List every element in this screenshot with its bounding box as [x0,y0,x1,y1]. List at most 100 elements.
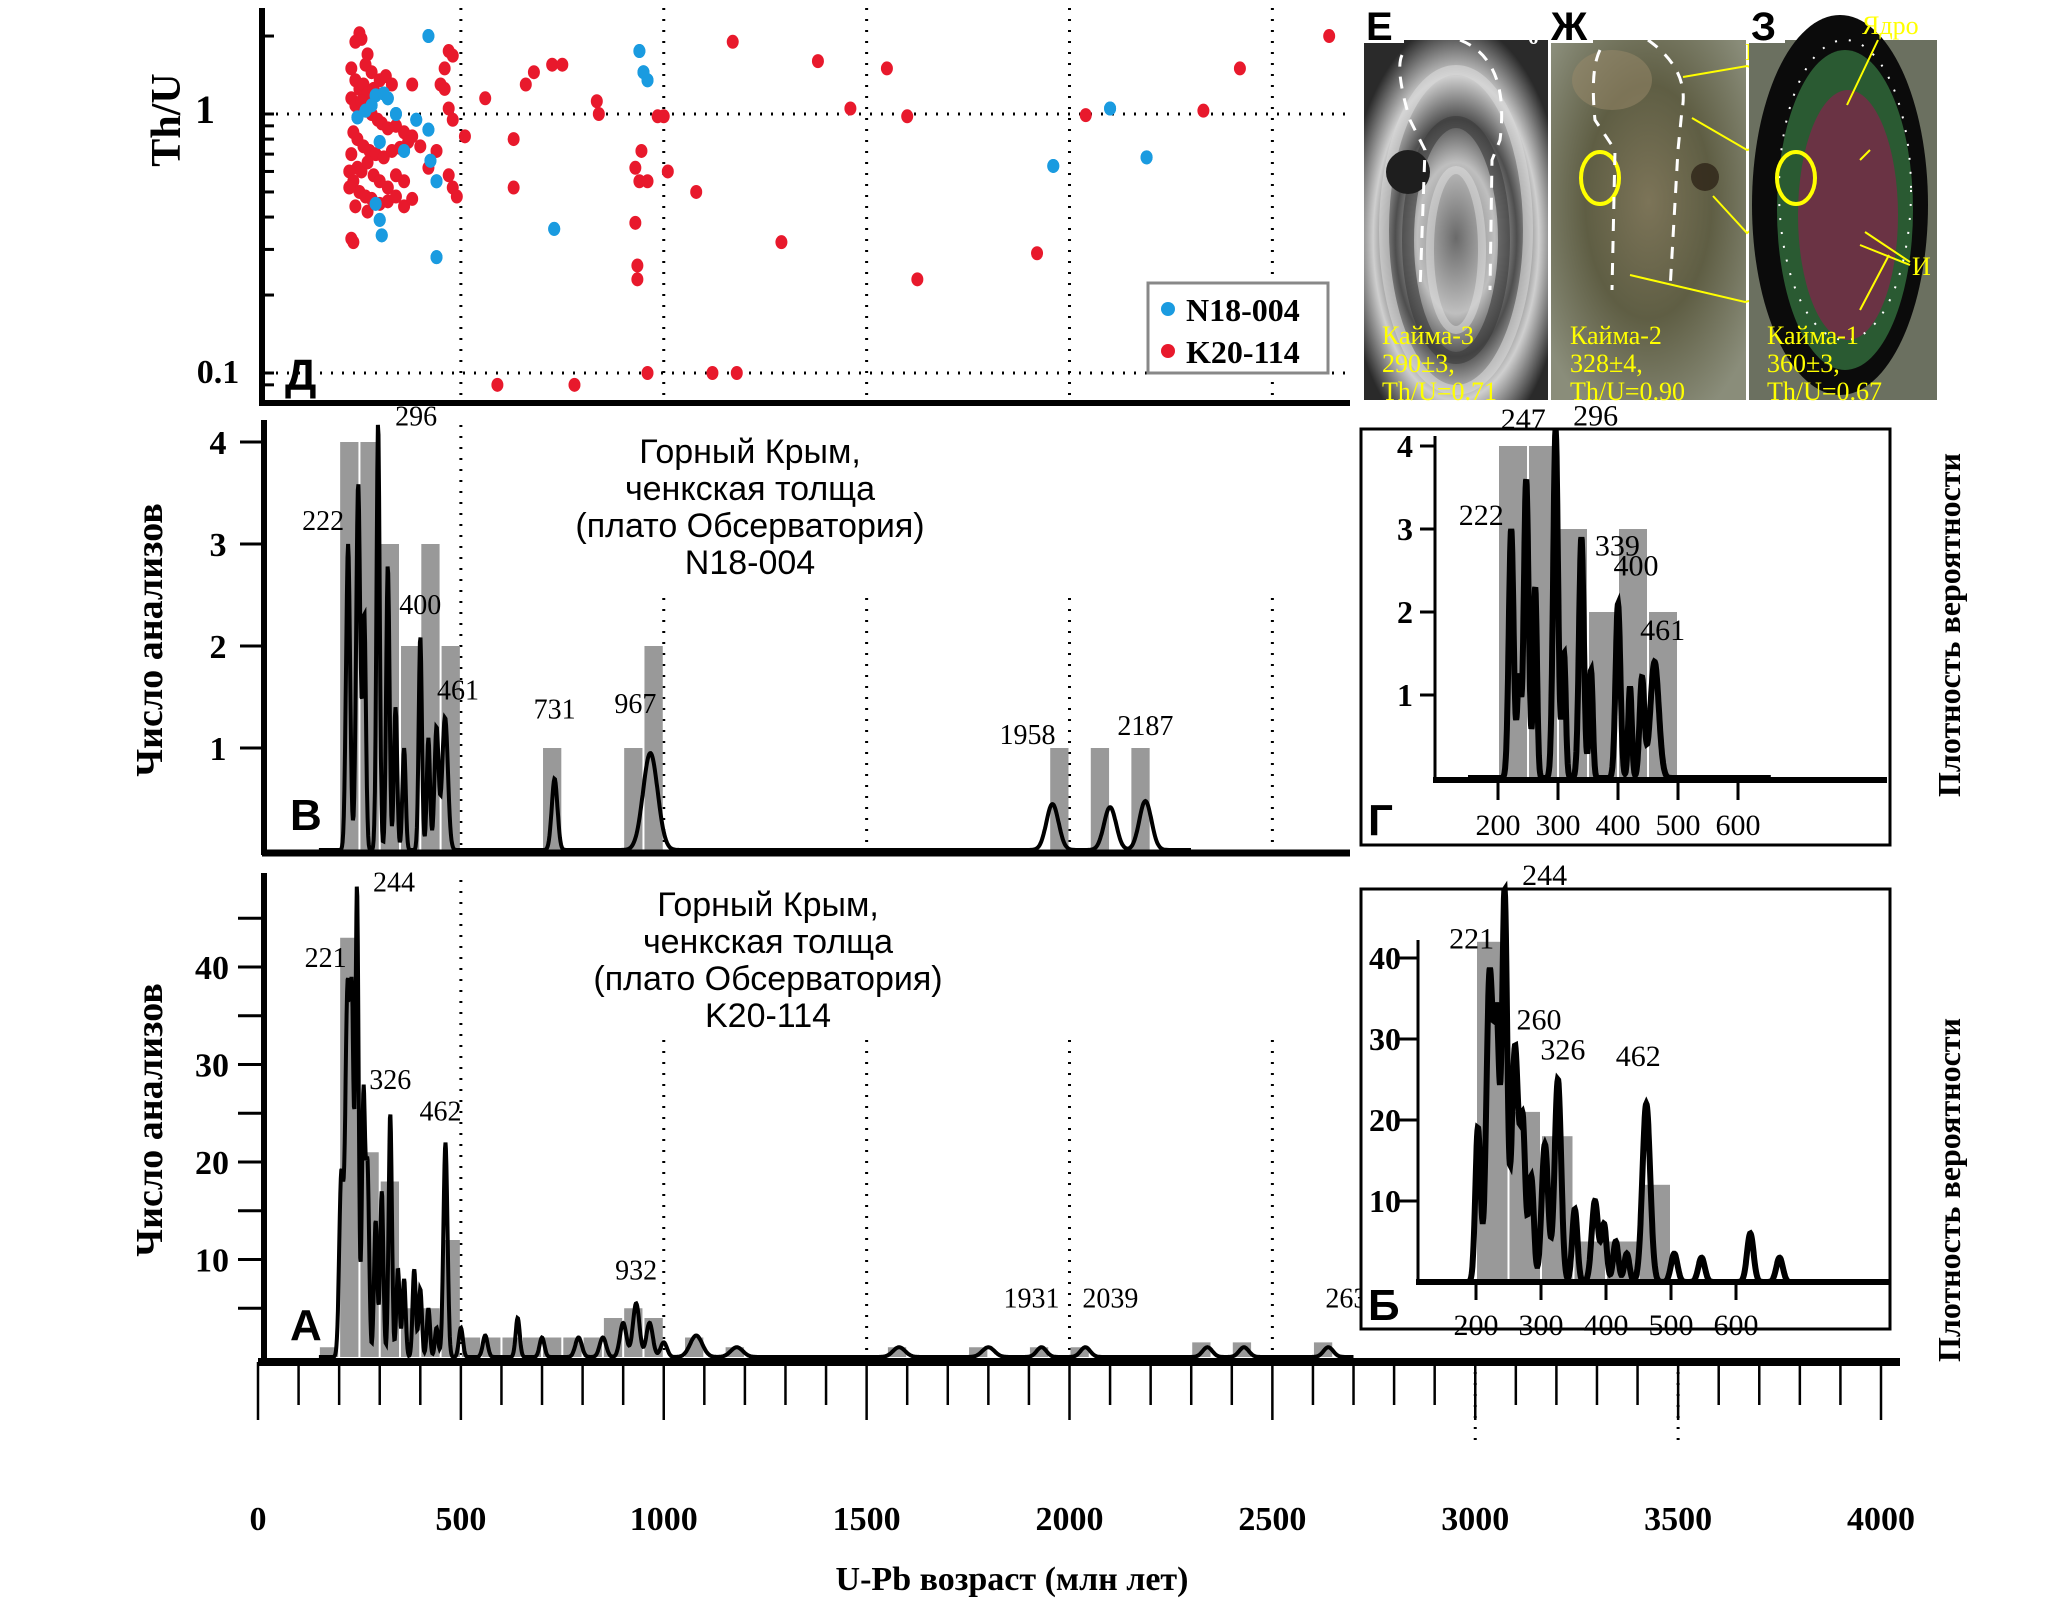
point-n18-004 [1047,158,1060,173]
analysis-spot-ring [1579,150,1621,206]
a-title-line-1: Горный Крым, [657,886,879,924]
x-tick-label: 500 [435,1501,486,1538]
peak-label: 1931 [1004,1283,1060,1314]
peak-label: 731 [534,695,576,726]
peak-label: 2039 [1082,1283,1138,1314]
analysis-spot-ring-z [1775,150,1817,206]
a-right-label: Плотность вероятности [1931,1018,1967,1362]
a-ytick-label: 40 [195,950,229,987]
v-y-label: Число анализов [129,503,171,777]
peak-label: 222 [1459,499,1504,532]
b-ticks: 200 300 400 500 600 10 20 30 40 [1369,940,1759,1342]
ablation-pit [1386,150,1430,194]
g-xtick-label: 600 [1716,809,1761,842]
d-points [343,26,1336,392]
point-k20-114 [365,65,378,80]
a-title-line-3: (плато Обсерватория) [593,960,942,998]
point-n18-004 [422,122,435,137]
point-k20-114 [811,54,824,69]
point-k20-114 [345,61,358,76]
x-axis-title: U-Pb возраст (млн лет) [836,1561,1189,1598]
peak-label: 400 [1614,550,1659,583]
v-y-ticks: 1 2 3 4 [210,425,264,768]
point-k20-114 [442,101,455,116]
point-k20-114 [901,109,914,124]
photo-e-caption-3: Th/U=0.71 [1382,377,1497,406]
b-xtick-label: 600 [1714,1309,1759,1342]
point-k20-114 [631,272,644,287]
point-k20-114 [556,57,569,72]
point-n18-004 [430,174,443,189]
photo-e-letter: Е [1366,5,1393,49]
photo-z-caption-3: Th/U=0.67 [1767,377,1882,406]
point-k20-114 [343,180,356,195]
peak-label: 221 [305,943,347,974]
zircon-photos: Е a116 Кайма-3 290±3, Th/U=0.71 Ж Ш Кайм… [1364,5,1937,406]
photo-zh-letter: Ж [1550,5,1588,49]
photo-zh-caption-1: Кайма-2 [1570,321,1662,350]
g-ytick-label: 4 [1397,428,1413,464]
a-y-label: Число анализов [129,983,171,1257]
a-gridlines [459,880,1680,1440]
v-title-line-2: ченкская толща [625,470,875,508]
point-k20-114 [1031,246,1044,261]
point-k20-114 [450,189,463,204]
v-title-line-1: Горный Крым, [639,433,861,471]
point-k20-114 [690,184,703,199]
histogram-bar [1029,1347,1049,1357]
callout-lines [1629,64,1815,304]
a-title-line-2: ченкская толща [643,923,893,961]
point-k20-114 [641,174,654,189]
point-n18-004 [1140,150,1153,165]
point-n18-004 [375,228,388,243]
g-xtick-label: 200 [1476,809,1521,842]
peak-label: 461 [437,675,479,706]
point-k20-114 [507,180,520,195]
point-k20-114 [438,81,451,96]
point-k20-114 [355,31,368,46]
peak-label: 222 [302,506,344,537]
point-k20-114 [1233,61,1246,76]
peak-label: 461 [1640,614,1685,647]
g-xtick-label: 400 [1596,809,1641,842]
point-k20-114 [629,215,642,230]
point-k20-114 [507,132,520,147]
panel-d-scatter: 1 0.1 Th/U Д N18-004 K20-114 [144,8,1350,406]
x-tick-label: 1000 [630,1501,698,1538]
zone-boundary-dots [1778,39,1912,341]
peak-label: 244 [1522,859,1567,892]
point-k20-114 [592,107,605,121]
point-k20-114 [361,204,374,219]
b-ytick-label: 40 [1369,940,1401,976]
histogram-bar [319,1347,339,1357]
point-k20-114 [635,143,648,158]
point-n18-004 [369,196,382,211]
x-tick-label: 0 [250,1501,267,1538]
a-ytick-label: 20 [195,1145,229,1182]
d-y-label: Th/U [144,73,190,166]
point-k20-114 [398,199,411,214]
a-x-ticks [256,1362,1883,1420]
a-y-ticks: 10 20 30 40 [195,916,264,1310]
point-k20-114 [657,109,670,124]
point-k20-114 [446,112,459,127]
d-ytick-0-1: 0.1 [197,354,240,391]
v-sample-title: Горный Крым, ченкская толща (плато Обсер… [575,433,924,582]
v-gridlines [459,425,1274,850]
photo-z-falsecolor-image: З Ядро И Кайма-1 360±3, Th/U=0.67 [1749,5,1937,406]
g-xtick-label: 300 [1536,809,1581,842]
point-k20-114 [641,366,654,380]
point-k20-114 [361,155,374,170]
photo-e-cl-image: Е a116 Кайма-3 290±3, Th/U=0.71 [1364,5,1548,406]
legend-box [1146,281,1330,375]
point-k20-114 [398,174,411,189]
d-ytick-1: 1 [195,87,215,132]
point-n18-004 [641,73,654,88]
point-k20-114 [590,94,603,109]
photo-zh-caption-3: Th/U=0.90 [1570,377,1685,406]
histogram-bar [624,748,643,850]
a-sample-title: Горный Крым, ченкская толща (плато Обсер… [593,886,942,1035]
point-k20-114 [446,48,459,63]
